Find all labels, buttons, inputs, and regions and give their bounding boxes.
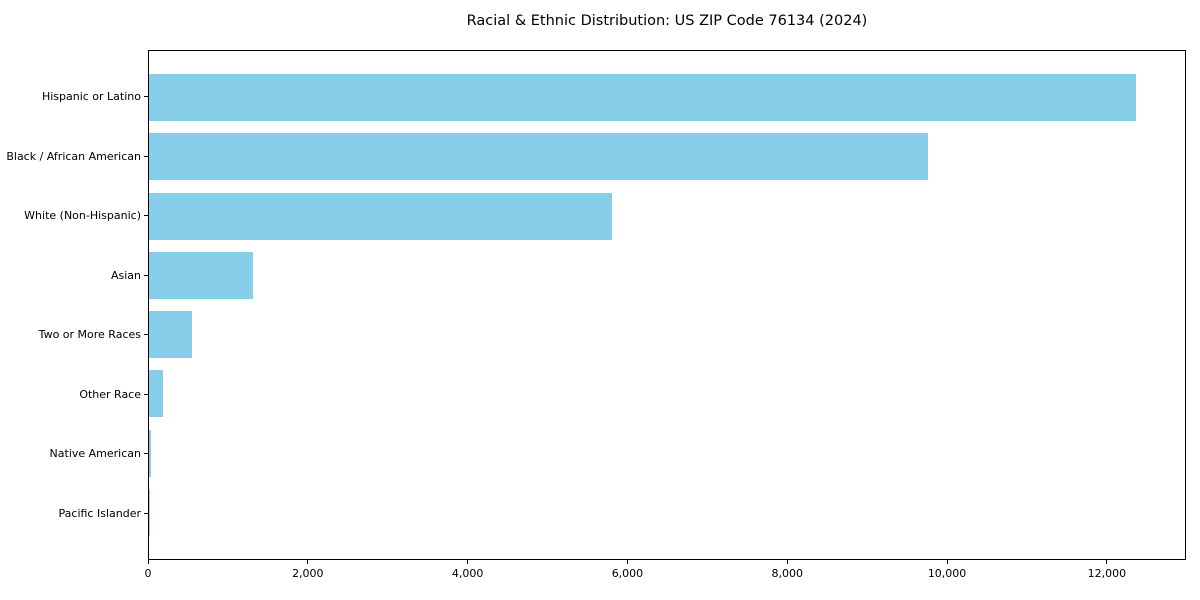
- bar-native-american: [149, 429, 151, 477]
- y-tick-label-pacific-islander: Pacific Islander: [58, 506, 141, 520]
- chart-title: Racial & Ethnic Distribution: US ZIP Cod…: [466, 13, 868, 29]
- y-tick-mark: [144, 512, 148, 514]
- x-tick-mark: [467, 560, 469, 564]
- bar-row: [149, 483, 1185, 542]
- x-tick-mark: [946, 560, 948, 564]
- bar-row: [149, 68, 1185, 127]
- x-tick-mark: [1106, 560, 1108, 564]
- y-tick-label-asian: Asian: [110, 268, 141, 282]
- y-tick-mark: [144, 393, 148, 395]
- bar-two-or-more-races: [149, 311, 193, 359]
- y-tick-label-two-or-more-races: Two or More Races: [38, 328, 141, 342]
- x-tick-label: 10,000: [927, 567, 967, 580]
- y-tick-label-white-non-hispanic: White (Non-Hispanic): [24, 209, 141, 223]
- x-tick-mark: [307, 560, 309, 564]
- plot-area: [148, 50, 1186, 560]
- y-tick-row: Other Race: [0, 365, 148, 425]
- x-tick-mark: [786, 560, 788, 564]
- x-tick-label: 2,000: [292, 567, 324, 580]
- bar-white-non-hispanic: [149, 192, 613, 240]
- x-tick-label: 8,000: [771, 567, 804, 580]
- bar-row: [149, 424, 1185, 483]
- bar-row: [149, 305, 1185, 364]
- y-tick-row: Hispanic or Latino: [0, 67, 148, 127]
- y-tick-mark: [144, 155, 148, 157]
- x-tick-label: 12,000: [1087, 567, 1127, 580]
- x-tick-label: 6,000: [611, 567, 644, 580]
- bar-other-race: [149, 370, 164, 418]
- y-tick-mark: [144, 334, 148, 336]
- y-tick-mark: [144, 453, 148, 455]
- x-tick-mark: [147, 560, 149, 564]
- y-tick-row: Native American: [0, 424, 148, 484]
- y-tick-label-native-american: Native American: [49, 447, 141, 461]
- x-tick-label: 4,000: [451, 567, 484, 580]
- bars-container: [149, 51, 1185, 559]
- y-tick-row: Two or More Races: [0, 305, 148, 365]
- y-tick-label-black-african-american: Black / African American: [6, 149, 141, 163]
- y-tick-row: Asian: [0, 246, 148, 306]
- bar-row: [149, 364, 1185, 423]
- bar-row: [149, 246, 1185, 305]
- bar-asian: [149, 251, 253, 299]
- y-tick-label-hispanic-or-latino: Hispanic or Latino: [41, 90, 141, 104]
- y-tick-label-other-race: Other Race: [79, 387, 141, 401]
- bar-hispanic-or-latino: [149, 74, 1136, 122]
- bar-pacific-islander: [149, 488, 150, 536]
- y-tick-mark: [144, 274, 148, 276]
- x-tick-label: 0: [144, 567, 152, 580]
- y-tick-mark: [144, 96, 148, 98]
- y-tick-row: Black / African American: [0, 127, 148, 187]
- y-tick-row: White (Non-Hispanic): [0, 186, 148, 246]
- bar-row: [149, 127, 1185, 186]
- y-tick-row: Pacific Islander: [0, 484, 148, 544]
- x-axis: 0 2,000 4,000 6,000 8,000 10,000 12,000: [144, 560, 1186, 592]
- y-axis-labels: Hispanic or Latino Black / African Americ…: [0, 50, 148, 560]
- y-tick-mark: [144, 215, 148, 217]
- bar-row: [149, 187, 1185, 246]
- x-tick-mark: [626, 560, 628, 564]
- bar-black-african-american: [149, 133, 929, 181]
